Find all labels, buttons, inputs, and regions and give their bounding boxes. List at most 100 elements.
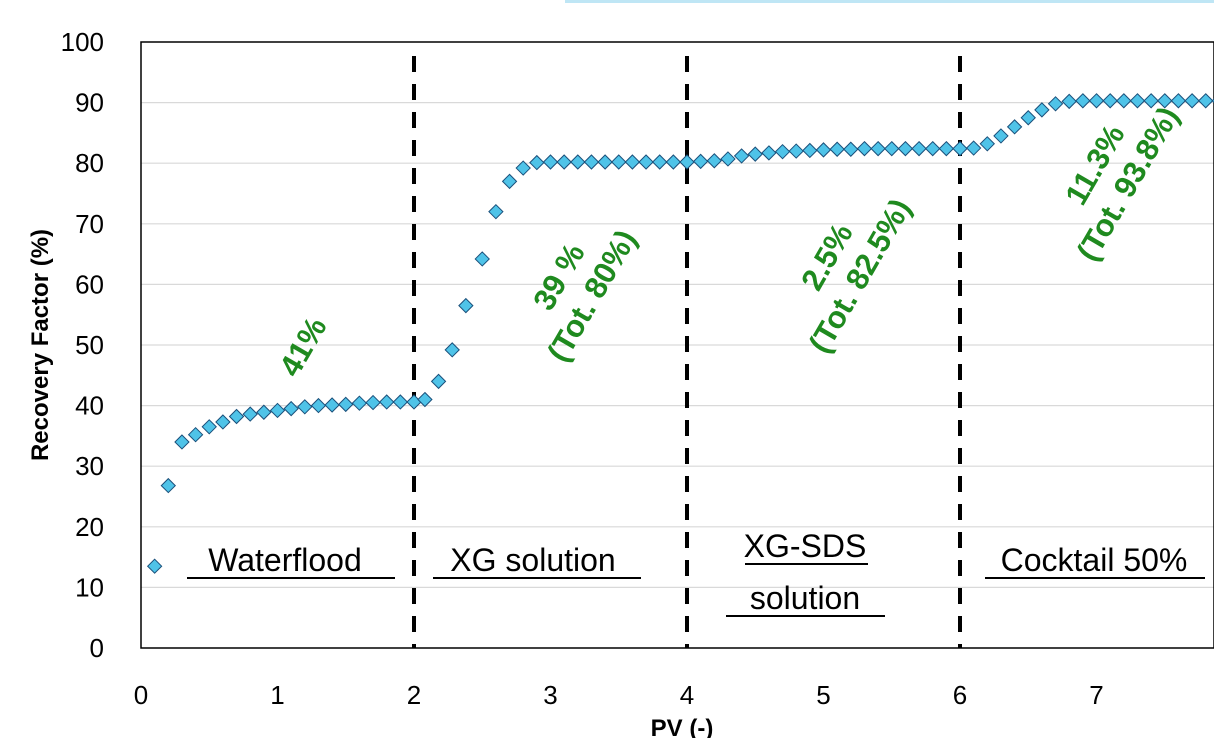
data-point (529, 154, 545, 171)
x-axis-title: PV (-) (651, 715, 714, 738)
data-point (187, 426, 204, 443)
data-point (1129, 93, 1146, 109)
data-point (1102, 93, 1118, 109)
data-point (392, 394, 409, 410)
x-tick-label: 7 (1089, 680, 1103, 710)
y-tick-labels: 0 10 20 30 40 50 60 70 80 90 100 (61, 27, 104, 663)
data-point (515, 160, 531, 176)
data-point (1034, 102, 1050, 118)
x-tick-label: 5 (816, 680, 830, 710)
data-point (324, 397, 340, 413)
data-point (597, 154, 613, 170)
data-point (570, 154, 586, 170)
data-point (269, 402, 286, 419)
data-point (897, 140, 914, 157)
data-point (474, 251, 490, 267)
data-point (1006, 119, 1023, 135)
data-point (611, 154, 627, 170)
annotation-2: 2.5%(Tot. 82.5%) (794, 193, 918, 359)
phase-labels: Waterflood XG solution XG-SDS solution Cockt… (187, 528, 1205, 617)
y-tick-label: 80 (75, 148, 104, 178)
data-point (283, 400, 299, 417)
data-point (1075, 93, 1091, 109)
data-point (365, 394, 381, 411)
y-axis-title: Recovery Factor (%) (27, 229, 54, 461)
data-point (843, 141, 859, 157)
data-point (802, 142, 818, 159)
x-tick-labels: 0 1 2 3 4 5 6 7 (134, 680, 1104, 710)
data-points (146, 93, 1214, 574)
data-point (979, 136, 996, 152)
data-point (965, 140, 982, 156)
phase-label-1: XG solution (450, 542, 615, 578)
annotation-line1: 41% (272, 311, 333, 382)
data-point (651, 154, 668, 170)
data-point (829, 141, 845, 157)
data-point (733, 148, 750, 164)
data-point (706, 153, 723, 169)
data-point (174, 434, 190, 450)
data-point (952, 140, 968, 157)
data-point (1197, 93, 1214, 109)
data-point (242, 406, 258, 422)
x-tick-label: 3 (543, 680, 557, 710)
data-point (430, 373, 447, 390)
y-tick-label: 100 (61, 27, 104, 57)
data-point (788, 143, 804, 159)
data-point (583, 154, 600, 170)
data-point (542, 154, 559, 170)
data-point (761, 145, 777, 161)
y-tick-label: 70 (75, 209, 104, 239)
x-tick-label: 0 (134, 680, 148, 710)
phase-label-0: Waterflood (208, 542, 362, 578)
x-tick-label: 2 (407, 680, 421, 710)
data-point (624, 154, 641, 170)
data-point (774, 143, 791, 160)
data-point (884, 140, 900, 157)
data-point (1170, 93, 1187, 109)
data-point (1143, 93, 1159, 109)
data-point (201, 419, 217, 435)
data-point (338, 396, 354, 413)
data-point (556, 154, 572, 170)
data-point (310, 397, 327, 414)
plot-area-frame (140, 41, 1214, 649)
y-tick-label: 20 (75, 512, 104, 542)
data-point (856, 140, 873, 157)
annotation-0: 41% (272, 311, 333, 382)
x-tick-label: 4 (680, 680, 694, 710)
y-tick-label: 10 (75, 572, 104, 602)
y-tick-label: 90 (75, 88, 104, 118)
data-point (228, 408, 245, 425)
x-tick-label: 1 (270, 680, 284, 710)
data-point (378, 394, 395, 410)
data-point (1184, 93, 1200, 109)
annotation-3: 11.3%(Tot. 93.8%) (1058, 101, 1186, 267)
data-point (501, 173, 518, 190)
data-point (417, 391, 433, 408)
data-point (720, 151, 736, 167)
data-point (870, 140, 886, 157)
data-point (815, 142, 832, 158)
data-point (146, 558, 163, 574)
data-point (256, 404, 272, 420)
data-point (993, 128, 1009, 144)
y-tick-label: 0 (90, 633, 104, 663)
data-point (488, 203, 504, 220)
data-point (444, 342, 460, 358)
data-point (1116, 93, 1132, 109)
annotation-1: 39 %(Tot. 80%) (526, 224, 643, 368)
data-point (160, 477, 177, 494)
data-point (458, 297, 474, 314)
data-point (1020, 110, 1036, 126)
top-border-strip (565, 0, 1214, 3)
y-tick-label: 30 (75, 451, 104, 481)
x-tick-label: 6 (953, 680, 967, 710)
y-tick-label: 50 (75, 330, 104, 360)
data-point (747, 146, 763, 162)
data-point (351, 395, 368, 411)
data-point (911, 140, 927, 157)
data-point (1047, 96, 1064, 112)
data-point (406, 394, 422, 410)
phase-label-3: Cocktail 50% (1001, 542, 1188, 578)
